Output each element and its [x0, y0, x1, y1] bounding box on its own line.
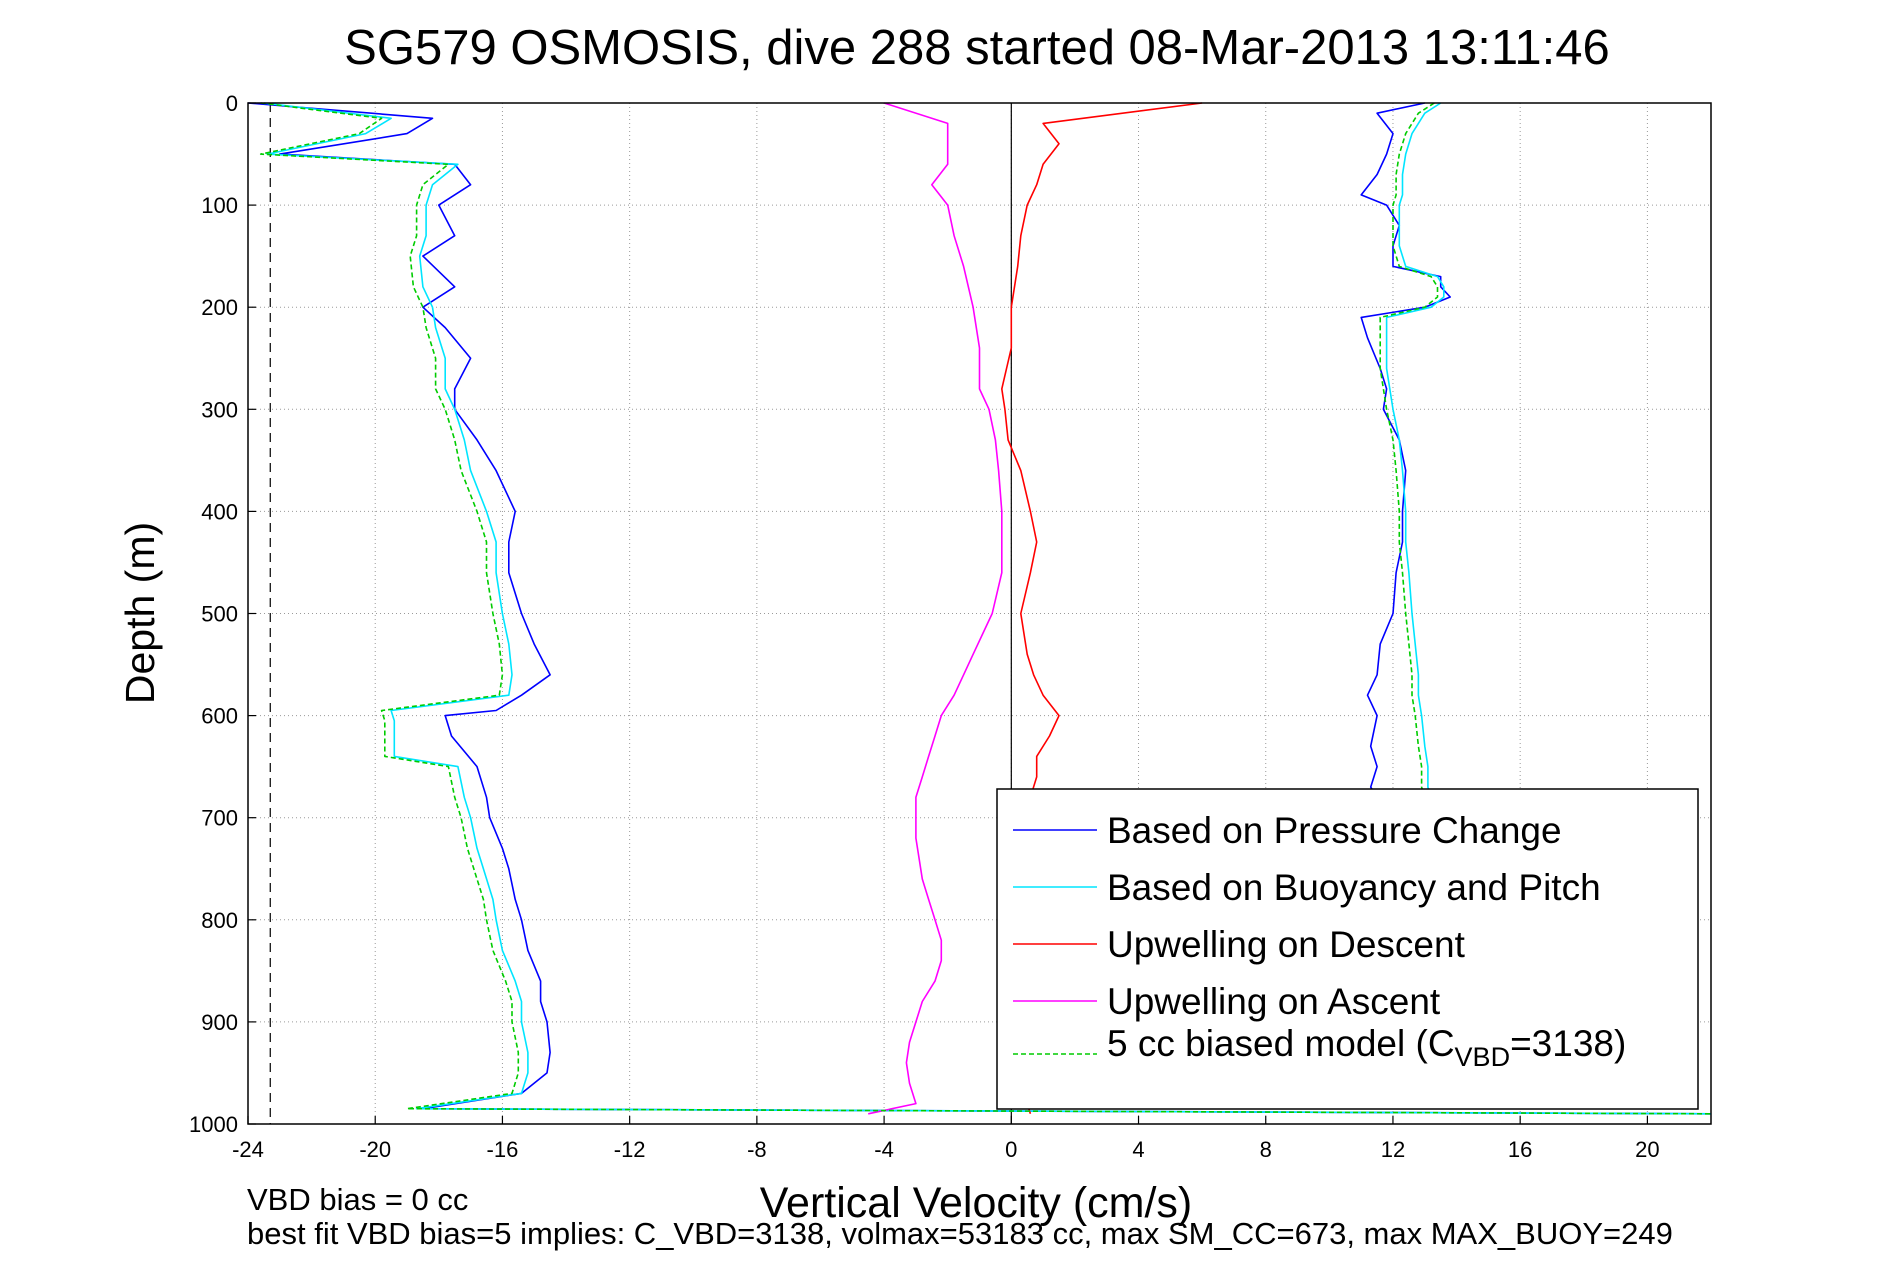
series-line	[247, 102, 1712, 1115]
y-tick-label: 200	[201, 295, 238, 320]
vbd-bias-note: VBD bias = 0 cc	[247, 1182, 468, 1217]
series-line	[263, 102, 1712, 1115]
series-line	[868, 102, 1003, 1115]
x-tick-label: 4	[1132, 1137, 1144, 1162]
x-tick-label: -12	[614, 1137, 646, 1162]
series-line	[259, 102, 1712, 1115]
x-tick-label: -4	[874, 1137, 894, 1162]
x-tick-label: 20	[1635, 1137, 1659, 1162]
y-tick-label: 700	[201, 806, 238, 831]
legend-items: Based on Pressure Change Based on Buoyanc…	[1013, 810, 1626, 1072]
y-tick-label: 300	[201, 397, 238, 422]
x-tick-label: 16	[1508, 1137, 1532, 1162]
legend-label: Based on Buoyancy and Pitch	[1107, 867, 1601, 908]
y-tick-label: 900	[201, 1010, 238, 1035]
legend-box	[996, 788, 1699, 1110]
y-axis-label: Depth (m)	[117, 522, 163, 704]
best-fit-note: best fit VBD bias=5 implies: C_VBD=3138,…	[247, 1216, 1673, 1251]
axis-ticks: -24 -20 -16 -12 -8 -4 0 4 8 12 16 20010020030040050…	[189, 91, 1660, 1162]
y-tick-label: 500	[201, 602, 238, 627]
y-tick-label: 1000	[189, 1112, 238, 1137]
x-tick-label: -8	[747, 1137, 767, 1162]
x-tick-label: 12	[1381, 1137, 1405, 1162]
y-tick-label: 400	[201, 499, 238, 524]
legend-model-subscript: VBD	[1455, 1042, 1511, 1072]
x-tick-label: 0	[1005, 1137, 1017, 1162]
legend-model-suffix: =3138)	[1510, 1023, 1626, 1064]
x-tick-label: 8	[1260, 1137, 1272, 1162]
series-line	[1385, 102, 1445, 798]
y-tick-label: 0	[226, 91, 238, 116]
legend-label: Upwelling on Descent	[1107, 924, 1466, 965]
x-axis-label: Vertical Velocity (cm/s)	[760, 1179, 1193, 1227]
chart-title: SG579 OSMOSIS, dive 288 started 08-Mar-2…	[344, 21, 1610, 75]
y-tick-label: 600	[201, 704, 238, 729]
series-group	[247, 102, 1712, 1115]
y-tick-label: 800	[201, 908, 238, 933]
x-tick-label: -20	[359, 1137, 391, 1162]
y-tick-label: 100	[201, 193, 238, 218]
legend-label: Upwelling on Ascent	[1107, 981, 1441, 1022]
legend: Based on Pressure Change Based on Buoyanc…	[996, 788, 1699, 1110]
x-tick-label: -16	[487, 1137, 519, 1162]
series-line	[1379, 102, 1439, 798]
legend-label: Based on Pressure Change	[1107, 810, 1562, 851]
x-tick-label: -24	[232, 1137, 264, 1162]
legend-model-prefix: 5 cc biased model (C	[1107, 1023, 1455, 1064]
legend-label-model: 5 cc biased model (CVBD=3138)	[1107, 1023, 1626, 1072]
